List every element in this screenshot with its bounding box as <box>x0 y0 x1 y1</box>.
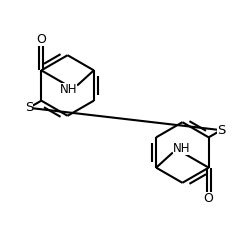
Text: S: S <box>25 101 33 114</box>
Text: NH: NH <box>60 83 77 96</box>
Text: O: O <box>36 33 46 45</box>
Text: S: S <box>217 124 225 137</box>
Text: NH: NH <box>173 142 190 155</box>
Text: O: O <box>204 193 214 205</box>
